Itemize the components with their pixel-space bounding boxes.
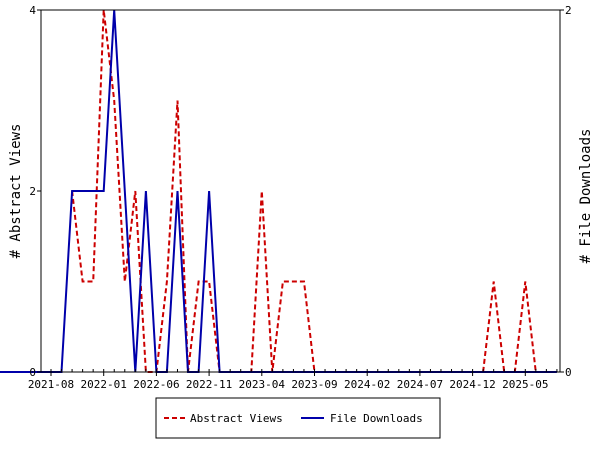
legend: Abstract Views File Downloads: [155, 397, 441, 439]
y-tick-label: 2: [29, 185, 36, 198]
x-tick-label: 2021-08: [28, 378, 74, 391]
legend-label-0: Abstract Views: [190, 412, 283, 425]
x-tick-label: 2024-02: [344, 378, 390, 391]
x-tick-label: 2023-04: [239, 378, 286, 391]
y-axis-title: # Abstract Views: [8, 124, 24, 259]
axes-layer: 2021-08 2022-01 2022-06 2022-11 2023-04 2023-…: [28, 4, 572, 391]
x-tick-label: 2022-01: [81, 378, 127, 391]
legend-box: [155, 397, 441, 439]
legend-label-1: File Downloads: [330, 412, 423, 425]
x-tick-label: 2024-07: [397, 378, 443, 391]
x-tick-label: 2022-11: [186, 378, 232, 391]
x-tick-label: 2023-09: [291, 378, 337, 391]
y2-axis-title: # File Downloads: [578, 129, 594, 264]
y2-tick-label: 0: [565, 366, 572, 379]
y-tick-label: 4: [29, 4, 36, 17]
y2-tick-label: 2: [565, 4, 572, 17]
y-tick-label: 0: [29, 366, 36, 379]
plot-area: [41, 10, 560, 372]
x-tick-label: 2025-05: [502, 378, 548, 391]
x-tick-label: 2024-12: [449, 378, 495, 391]
x-tick-label: 2022-06: [133, 378, 179, 391]
